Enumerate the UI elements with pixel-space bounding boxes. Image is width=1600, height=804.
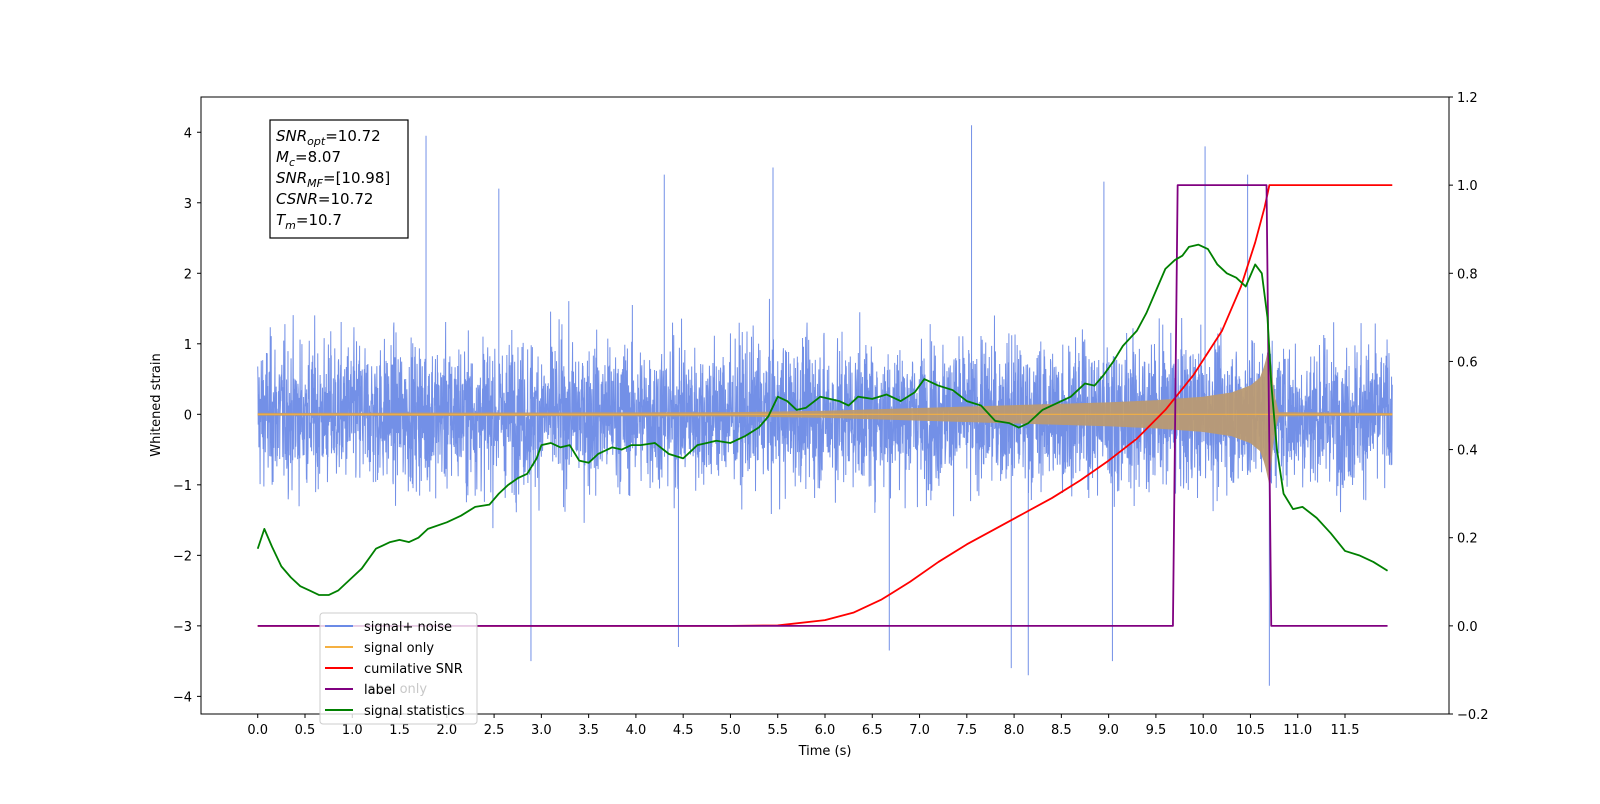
- series-signal-noise: [257, 125, 1393, 686]
- annotation-symbol: CSNR: [276, 190, 318, 208]
- x-tick-label: 0.5: [295, 723, 316, 738]
- annotation-line: SNRMF=[10.98]: [276, 169, 390, 190]
- x-tick-label: 4.5: [673, 723, 694, 738]
- x-tick-label: 3.0: [531, 723, 552, 738]
- x-tick-label: 1.0: [342, 723, 363, 738]
- x-tick-label: 5.5: [767, 723, 788, 738]
- annotation-frame: [269, 119, 409, 239]
- y-right-tick-label: 0.0: [1457, 620, 1478, 635]
- x-tick-label: 8.5: [1051, 723, 1072, 738]
- y-right-tick-label: −0.2: [1457, 708, 1489, 723]
- y-tick-label: 0: [184, 408, 192, 423]
- x-tick-label: 5.0: [720, 723, 741, 738]
- x-tick-label: 1.5: [389, 723, 410, 738]
- y-right-tick-label: 0.6: [1457, 355, 1478, 370]
- y-axis-label: Whitened strain: [149, 353, 164, 456]
- series-cumulative-snr: [257, 184, 1393, 627]
- y-tick-label: 1: [184, 338, 192, 353]
- x-tick-label: 11.0: [1283, 723, 1312, 738]
- annotation-subscript: MF: [307, 177, 323, 190]
- legend-overlap-text: label only: [364, 682, 427, 697]
- y-tick-label: −1: [173, 479, 192, 494]
- x-tick-label: 7.0: [909, 723, 930, 738]
- x-tick-label: 10.5: [1236, 723, 1265, 738]
- y-right-tick-label: 0.8: [1457, 267, 1478, 282]
- legend-entry: signal+ noise: [364, 620, 452, 635]
- y-tick-label: 4: [184, 126, 192, 141]
- legend: label only signal+ noise signal only cumila…: [319, 612, 478, 725]
- ticks-layer: 0.0 0.5 1.0 1.5 2.0 2.5 3.0 3.5 4.0 4.5 5.0 5.5 6.0 6…: [173, 91, 1489, 738]
- x-tick-label: 3.5: [578, 723, 599, 738]
- annotation-symbol: T: [276, 211, 287, 229]
- legend-entry: signal statistics: [364, 704, 465, 719]
- y-right-tick-label: 1.0: [1457, 179, 1478, 194]
- series-label: [257, 184, 1388, 627]
- series-signal-statistics: [256, 243, 1389, 596]
- y-tick-label: −2: [173, 549, 192, 564]
- y-right-tick-label: 0.4: [1457, 444, 1478, 459]
- x-tick-label: 10.0: [1189, 723, 1218, 738]
- legend-entry: cumilative SNR: [364, 662, 463, 677]
- x-tick-label: 9.5: [1146, 723, 1167, 738]
- x-tick-label: 2.0: [436, 723, 457, 738]
- annotation-symbol: SNR: [276, 127, 307, 145]
- legend-frame: [319, 612, 478, 725]
- x-tick-label: 9.0: [1098, 723, 1119, 738]
- legend-entry: label: [364, 683, 395, 698]
- annotation-value: =8.07: [295, 148, 341, 166]
- y-tick-label: 2: [184, 267, 192, 282]
- annotation-subscript: opt: [307, 135, 326, 148]
- annotation-value: =[10.98]: [323, 169, 390, 187]
- annotation-symbol: M: [276, 148, 289, 166]
- annotation-line: Tm=10.7: [276, 211, 342, 232]
- annotation-box: SNRopt=10.72Mc=8.07SNRMF=[10.98]CSNR=10.…: [269, 119, 409, 239]
- x-tick-label: 6.5: [862, 723, 883, 738]
- x-axis-label: Time (s): [798, 744, 852, 759]
- annotation-subscript: m: [285, 219, 296, 232]
- annotation-line: SNRopt=10.72: [276, 127, 381, 148]
- y-tick-label: 3: [184, 197, 192, 212]
- x-tick-label: 11.5: [1331, 723, 1360, 738]
- y-tick-label: −4: [173, 690, 192, 705]
- annotation-value: =10.72: [325, 127, 381, 145]
- x-tick-label: 8.0: [1004, 723, 1025, 738]
- legend-entry: signal only: [364, 641, 434, 656]
- y-tick-label: −3: [173, 620, 192, 635]
- x-tick-label: 2.5: [484, 723, 505, 738]
- annotation-line: CSNR=10.72: [276, 190, 373, 208]
- x-tick-label: 7.5: [956, 723, 977, 738]
- annotation-value: =10.72: [318, 190, 374, 208]
- x-tick-label: 0.0: [247, 723, 268, 738]
- x-tick-label: 4.0: [626, 723, 647, 738]
- annotation-line: Mc=8.07: [276, 148, 341, 169]
- y-right-tick-label: 1.2: [1457, 91, 1478, 106]
- annotation-value: =10.7: [296, 211, 342, 229]
- x-tick-label: 6.0: [815, 723, 836, 738]
- annotation-symbol: SNR: [276, 169, 307, 187]
- annotation-subscript: c: [289, 156, 295, 169]
- series-layer: [256, 125, 1393, 686]
- y-right-tick-label: 0.2: [1457, 532, 1478, 547]
